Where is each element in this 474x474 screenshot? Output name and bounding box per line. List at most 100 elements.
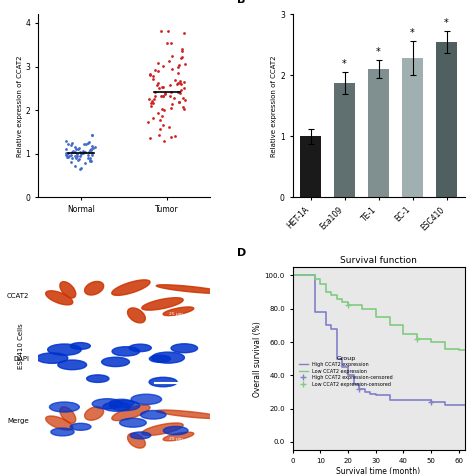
Point: [88, 149, 96, 157]
Point: [155, 131, 163, 139]
Bar: [334, 82, 355, 198]
Text: 25 μm: 25 μm: [170, 374, 183, 378]
Point: [147, 99, 155, 106]
Point: [76, 152, 83, 160]
Polygon shape: [112, 280, 150, 295]
Point: [173, 80, 181, 88]
Point: [67, 158, 75, 166]
Point: [171, 133, 179, 140]
Polygon shape: [156, 285, 223, 293]
Polygon shape: [85, 282, 104, 295]
Circle shape: [164, 427, 188, 435]
Point: [151, 88, 159, 96]
Polygon shape: [163, 307, 194, 316]
Polygon shape: [142, 298, 183, 310]
Circle shape: [109, 401, 140, 410]
Polygon shape: [142, 423, 183, 436]
Bar: [368, 69, 389, 198]
Point: [147, 102, 155, 109]
Point: [159, 121, 167, 128]
Point: [158, 112, 166, 119]
Point: [180, 106, 188, 113]
Point: [178, 47, 186, 55]
Point: [177, 90, 184, 97]
Point: [159, 83, 167, 91]
Point: [155, 79, 162, 87]
Point: [171, 76, 179, 83]
Polygon shape: [128, 308, 146, 323]
Circle shape: [131, 394, 162, 404]
Circle shape: [87, 375, 109, 383]
Text: Merge: Merge: [8, 419, 29, 424]
Point: [160, 106, 168, 113]
Polygon shape: [156, 410, 223, 419]
Point: [149, 72, 156, 80]
Text: *: *: [342, 59, 347, 69]
Point: [160, 137, 167, 145]
Point: [86, 154, 93, 162]
Point: [62, 137, 70, 145]
Point: [166, 82, 173, 89]
Polygon shape: [163, 432, 194, 441]
Circle shape: [101, 357, 129, 366]
Text: *: *: [444, 18, 449, 27]
Point: [88, 131, 95, 139]
Point: [181, 29, 188, 36]
Point: [68, 139, 75, 147]
Bar: [301, 137, 321, 198]
Point: [65, 152, 73, 160]
Point: [86, 146, 93, 154]
Text: 25 μm: 25 μm: [170, 437, 183, 441]
Text: B: B: [237, 0, 246, 5]
Circle shape: [70, 423, 91, 430]
Point: [78, 164, 85, 171]
Circle shape: [48, 344, 81, 356]
Point: [152, 66, 159, 74]
Point: [167, 104, 174, 112]
Point: [87, 156, 94, 164]
Text: D: D: [237, 248, 246, 258]
Point: [167, 134, 174, 141]
Point: [175, 62, 182, 69]
Point: [167, 88, 175, 96]
Polygon shape: [46, 291, 73, 305]
Point: [89, 152, 96, 159]
Point: [148, 97, 156, 105]
Point: [162, 90, 169, 98]
Point: [87, 146, 95, 153]
Point: [155, 85, 163, 92]
Point: [76, 165, 83, 173]
Circle shape: [119, 418, 146, 427]
Point: [180, 79, 187, 86]
Circle shape: [129, 344, 151, 352]
Point: [74, 145, 82, 153]
Point: [80, 147, 87, 155]
Polygon shape: [60, 282, 76, 298]
Polygon shape: [112, 405, 150, 420]
Point: [168, 100, 176, 108]
Point: [72, 148, 79, 156]
Point: [146, 135, 154, 142]
Point: [68, 148, 76, 156]
Point: [158, 92, 165, 100]
Point: [154, 60, 162, 67]
Point: [81, 159, 88, 166]
Circle shape: [140, 410, 166, 419]
Circle shape: [92, 399, 122, 409]
Point: [165, 123, 173, 130]
Point: [156, 126, 164, 133]
Point: [71, 162, 78, 170]
Text: CCAT2: CCAT2: [7, 293, 29, 299]
Circle shape: [149, 377, 177, 387]
Circle shape: [149, 355, 171, 362]
Point: [64, 140, 72, 147]
Text: *: *: [376, 47, 381, 57]
Point: [73, 145, 80, 153]
Point: [79, 149, 86, 157]
Point: [146, 71, 154, 78]
Point: [80, 148, 88, 156]
Bar: [402, 58, 423, 198]
Point: [84, 151, 92, 159]
Point: [164, 27, 172, 35]
Point: [88, 146, 95, 154]
